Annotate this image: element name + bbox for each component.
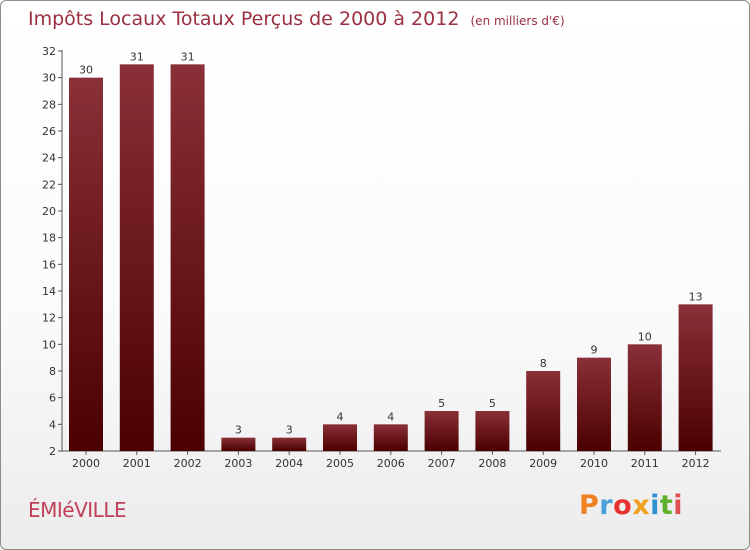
x-axis: 2000 2001 2002 2003 2004 2005 2006 2007 2008 2009… xyxy=(62,450,721,470)
y-tick-label: 18 xyxy=(42,232,56,245)
y-tick-label: 26 xyxy=(42,125,56,138)
bar-2010 xyxy=(577,357,611,451)
commune-name: ÉMIéVILLE xyxy=(28,498,127,522)
x-tick-label: 2007 xyxy=(428,457,456,470)
bar-value-label: 4 xyxy=(387,410,394,423)
brand-letter: r xyxy=(599,490,614,521)
bar-2011 xyxy=(627,344,662,451)
x-tick-label: 2012 xyxy=(682,457,710,470)
y-tick-label: 10 xyxy=(42,338,56,351)
bar-2012 xyxy=(678,304,713,451)
bar-value-label: 31 xyxy=(130,50,144,63)
y-tick-label: 2 xyxy=(49,445,56,458)
bar-value-label: 30 xyxy=(79,64,93,77)
x-tick-label: 2001 xyxy=(123,457,151,470)
bar-value-label: 10 xyxy=(638,330,652,343)
bar-value-label: 4 xyxy=(337,410,344,423)
bar-2002 xyxy=(170,64,205,452)
y-tick-label: 20 xyxy=(42,205,56,218)
y-tick-label: 28 xyxy=(42,98,56,111)
y-tick-label: 4 xyxy=(49,418,56,431)
bar-2007 xyxy=(424,411,459,451)
bar-2004 xyxy=(272,437,307,451)
x-tick-label: 2006 xyxy=(377,457,405,470)
bar-value-label: 31 xyxy=(181,50,195,63)
x-tick-label: 2000 xyxy=(72,457,100,470)
brand-letter: o xyxy=(613,490,633,521)
y-tick-label: 32 xyxy=(42,45,56,58)
x-tick-label: 2010 xyxy=(580,457,608,470)
bar-value-label: 8 xyxy=(540,357,547,370)
bar-2005 xyxy=(323,424,357,451)
y-tick-label: 6 xyxy=(49,392,56,405)
chart-title: Impôts Locaux Totaux Perçus de 2000 à 20… xyxy=(28,8,460,30)
bar-2001 xyxy=(119,64,154,452)
bar-value-label: 13 xyxy=(689,290,703,303)
x-tick-label: 2002 xyxy=(174,457,202,470)
y-tick-label: 30 xyxy=(42,72,56,85)
bar-value-label: 5 xyxy=(489,397,496,410)
bar-2009 xyxy=(526,371,561,451)
x-tick-label: 2005 xyxy=(326,457,354,470)
bar-2003 xyxy=(221,437,256,451)
bar-2008 xyxy=(475,411,510,451)
brand-letter: x xyxy=(632,490,651,521)
brand-letter: P xyxy=(579,490,600,521)
proxiti-logo: Proxiti xyxy=(579,490,683,521)
bar-2006 xyxy=(373,424,408,451)
x-tick-label: 2011 xyxy=(631,457,659,470)
bar-value-label: 3 xyxy=(286,424,293,437)
x-tick-label: 2009 xyxy=(529,457,557,470)
bar-value-label: 3 xyxy=(235,424,242,437)
brand-letter: i xyxy=(673,490,684,521)
chart-subtitle: (en milliers d'€) xyxy=(470,14,565,28)
y-tick-label: 14 xyxy=(42,285,56,298)
bars: 30 31 31 3 3 4 4 5 5 8 9 10 13 xyxy=(69,50,713,452)
bar-value-label: 9 xyxy=(591,344,598,357)
chart-title-row: Impôts Locaux Totaux Perçus de 2000 à 20… xyxy=(28,8,565,30)
bar-value-label: 5 xyxy=(438,397,445,410)
y-tick-label: 16 xyxy=(42,258,56,271)
x-tick-label: 2004 xyxy=(275,457,303,470)
y-tick-label: 8 xyxy=(49,365,56,378)
y-tick-label: 12 xyxy=(42,312,56,325)
x-tick-label: 2003 xyxy=(224,457,252,470)
y-tick-label: 22 xyxy=(42,178,56,191)
x-tick-label: 2008 xyxy=(478,457,506,470)
bar-2000 xyxy=(69,77,103,452)
brand-letter: i xyxy=(650,490,660,521)
brand-letter: t xyxy=(659,490,674,521)
y-tick-label: 24 xyxy=(42,152,56,165)
